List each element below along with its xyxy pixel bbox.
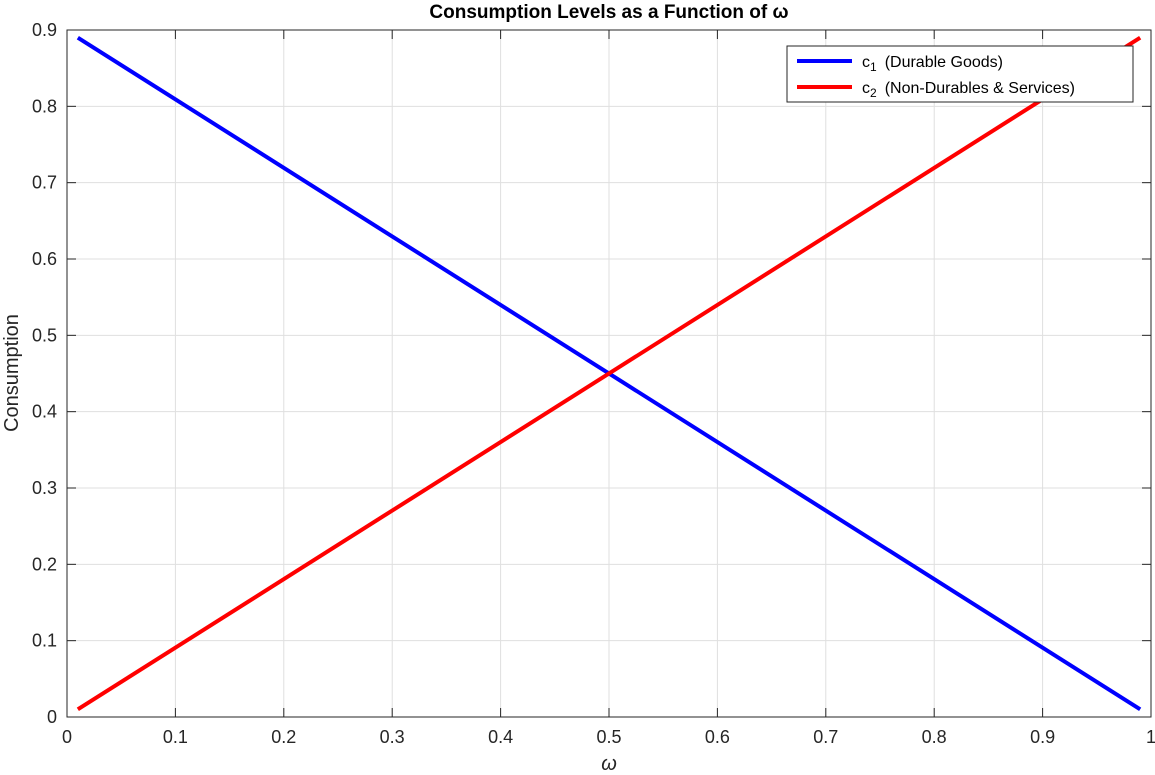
x-tick-label: 0.9 <box>1030 727 1055 747</box>
x-tick-label: 1 <box>1146 727 1155 747</box>
y-tick-label: 0.6 <box>32 249 57 269</box>
legend: c1 (Durable Goods)c2 (Non-Durables & Servi… <box>786 45 1134 103</box>
x-tick-label: 0.1 <box>163 727 188 747</box>
y-tick-label: 0.1 <box>32 631 57 651</box>
y-tick-label: 0.7 <box>32 173 57 193</box>
series-layer <box>76 35 1142 712</box>
y-tick-label: 0.2 <box>32 554 57 574</box>
y-axis-title: Consumption <box>1 314 23 432</box>
x-tick-label: 0.8 <box>922 727 947 747</box>
legend-series-name: c <box>862 54 870 71</box>
legend-label-2: c2 (Non-Durables & Services) <box>862 80 1075 100</box>
x-tick-label: 0.5 <box>596 727 621 747</box>
x-tick-label: 0.6 <box>705 727 730 747</box>
series-line-2 <box>76 35 1142 712</box>
x-tick-label: 0 <box>62 727 72 747</box>
x-tick-label: 0.4 <box>488 727 513 747</box>
legend-label-1: c1 (Durable Goods) <box>862 54 1003 74</box>
tick-layer: 0 0.1 0.2 0.3 0.4 0.5 0.6 0.7 0.8 0.9 1 0 0.1 0.2 0.3 0… <box>32 20 1155 747</box>
legend-series-name: c <box>862 80 870 97</box>
y-tick-label: 0.9 <box>32 20 57 40</box>
x-tick-label: 0.2 <box>271 727 296 747</box>
y-tick-label: 0.3 <box>32 478 57 498</box>
x-tick-label: 0.3 <box>380 727 405 747</box>
y-tick-label: 0.8 <box>32 96 57 116</box>
legend-box <box>786 45 1134 103</box>
legend-series-subscript: 1 <box>870 60 877 74</box>
y-tick-label: 0 <box>47 707 57 727</box>
x-tick-label: 0.7 <box>813 727 838 747</box>
y-tick-label: 0.5 <box>32 325 57 345</box>
legend-series-description: (Non-Durables & Services) <box>885 80 1075 97</box>
legend-series-description: (Durable Goods) <box>885 54 1003 71</box>
y-tick-label: 0.4 <box>32 402 57 422</box>
x-axis-title: ω <box>601 753 617 775</box>
legend-series-subscript: 2 <box>870 86 877 100</box>
chart-title: Consumption Levels as a Function of ω <box>429 2 788 23</box>
